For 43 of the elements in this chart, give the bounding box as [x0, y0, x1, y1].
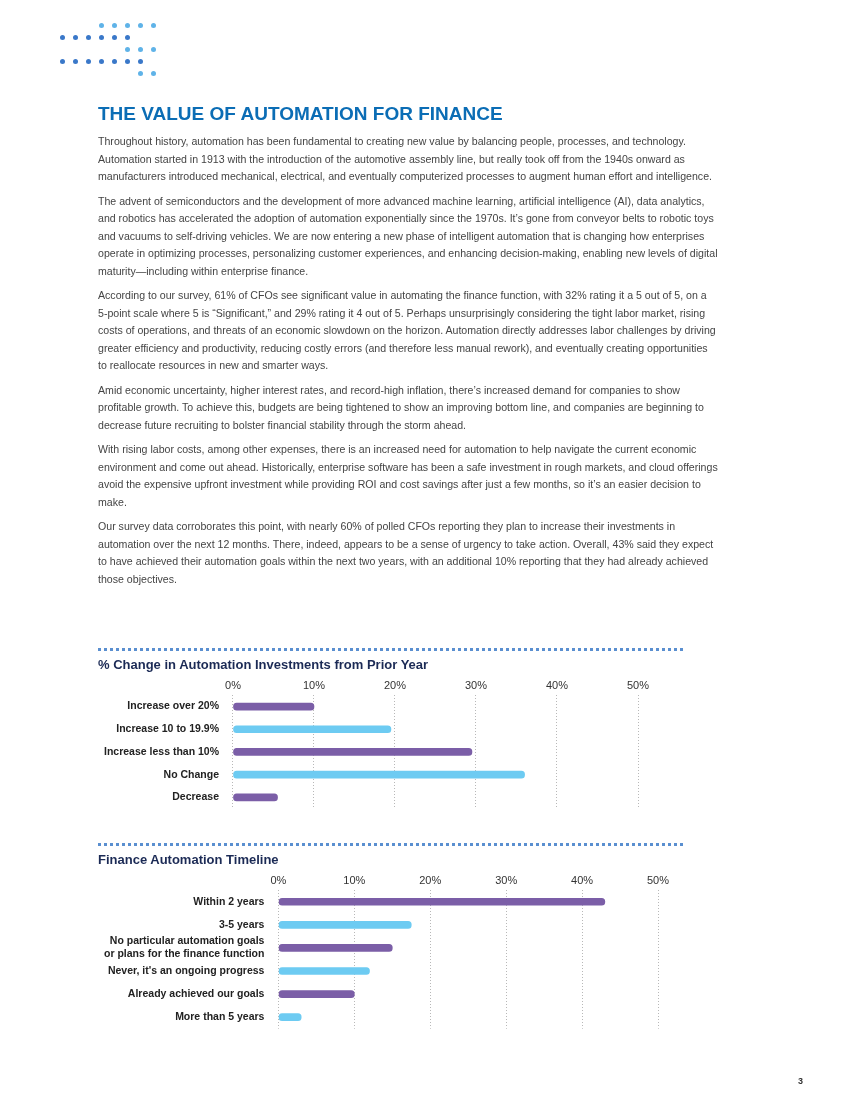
- chart-title: Finance Automation Timeline: [98, 852, 280, 867]
- x-tick-label: 50%: [626, 678, 650, 691]
- bar: [278, 897, 606, 906]
- bar: [278, 990, 355, 998]
- x-tick-label: 30%: [464, 678, 488, 691]
- y-tick-label: Already achieved our goals: [127, 986, 265, 999]
- bar: [278, 967, 370, 975]
- y-tick-label: More than 5 years: [175, 1010, 265, 1023]
- x-tick-label: 0%: [270, 873, 287, 886]
- bar: [233, 793, 278, 802]
- text: With rising labor costs, among other expenses, there is an increased need for automation to help navigate the current economic environment and come out ahead. Historically, enterprise software has been a safe investment in rough markets, and cloud offerings avoid the expensive upfront investment while providing ROI and cost savings after just a few months, so it’s an easier decision to make.: [98, 442, 718, 510]
- x-tick-label: 10%: [343, 873, 366, 886]
- text: Our survey data corroborates this point, with nearly 60% of polled CFOs reporting they plan to increase their investments in automation over the next 12 months. There, indeed, appears to be a sense of urgency to take action. Overall, 43% said they expect to have achieved their automation goals within the next two years, with an additional 10% reporting that they had already achieved those objectives.: [98, 519, 715, 587]
- text: 3: [798, 1076, 804, 1086]
- y-tick-label: Increase 10 to 19.9%: [116, 722, 220, 735]
- text: THE VALUE OF AUTOMATION FOR FINANCE: [98, 103, 504, 125]
- text: Throughout history, automation has been fundamental to creating new value by balancing people, processes, and technology. Automation started in 1913 with the introduction of the automotive assembly line, but really took off from the 1940s onward as manufacturers introduced mechanical, electrical, and eventually computerized processes to augment human effort and intelligence.: [98, 134, 713, 184]
- bar: [233, 725, 392, 734]
- y-tick-label: Increase over 20%: [127, 699, 220, 712]
- x-tick-label: 10%: [302, 678, 326, 691]
- text: According to our survey, 61% of CFOs see significant value in automating the finance function, with 32% rating it a 5 out of 5, on a 5-point scale where 5 is “Significant,” and 29% rating it 4 out of 5. Perhaps unsurprisingly considering the tight labor market, rising costs of operations, and threats of an economic slowdown on the horizon. Automation directly addresses labor challenges by driving greater efficiency and productivity, reducing costly errors (and therefore less manual rework), and eventually creating opportunities to reallocate resources in new and smarter ways.: [98, 288, 717, 373]
- bar: [278, 944, 393, 952]
- y-tick-label: No Change: [163, 767, 220, 780]
- x-tick-label: 30%: [495, 873, 518, 886]
- x-tick-label: 40%: [571, 873, 594, 886]
- x-tick-label: 20%: [383, 678, 407, 691]
- x-tick-label: 50%: [646, 873, 670, 886]
- bar: [278, 921, 412, 929]
- bar: [233, 702, 315, 711]
- y-tick-label: Increase less than 10%: [104, 744, 220, 757]
- bar: [233, 770, 525, 779]
- text: The advent of semiconductors and the development of more advanced machine learning, artificial intelligence (AI), data analytics, and robotics has accelerated the adoption of automation exponentially since the 1970s. It’s gone from conveyor belts to robotic toys and vacuums to self-driving vehicles. We are now entering a new phase of intelligent automation that is changing how enterprises operate in optimizing processes, personalizing customer experiences, and enhancing decision-making, enabling new levels of digital maturity—including within enterprise finance.: [98, 193, 718, 279]
- y-tick-label: Never, it's an ongoing progress: [107, 963, 265, 976]
- x-tick-label: 0%: [225, 678, 242, 691]
- y-tick-label: Decrease: [172, 790, 220, 803]
- bar: [233, 748, 473, 756]
- y-tick-label: No particular automation goals or plans for the finance function: [103, 934, 265, 960]
- y-tick-label: 3-5 years: [218, 917, 265, 930]
- text: Amid economic uncertainty, higher interest rates, and record-high inflation, there’s increased demand for companies to show profitable growth. To achieve this, budgets are being tightened to show an improving bottom line, and companies are beginning to decrease future recruiting to bolster financial stability through the storm ahead.: [98, 382, 705, 433]
- y-tick-label: Within 2 years: [193, 894, 265, 907]
- x-tick-label: 20%: [419, 873, 442, 886]
- chart-title: % Change in Automation Investments from Prior Year: [98, 657, 430, 672]
- x-tick-label: 40%: [545, 678, 569, 691]
